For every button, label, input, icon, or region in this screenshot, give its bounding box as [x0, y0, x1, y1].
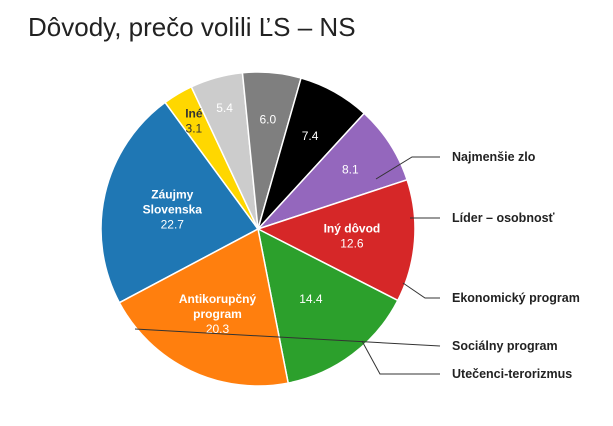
- callout-line: [361, 340, 440, 375]
- pie-slices: [100, 71, 416, 387]
- slice-name-label: Slovenska: [143, 202, 203, 216]
- slice-value-label: 14.4: [299, 292, 323, 306]
- callout-line: [375, 156, 440, 180]
- slice-value-label: 5.4: [216, 101, 233, 115]
- slice-value-label: 6.0: [259, 113, 276, 127]
- slice-name-label: program: [193, 307, 242, 321]
- slice-value-label: 3.1: [186, 122, 203, 136]
- callout-line: [402, 282, 440, 299]
- pie-slice-iny-dovod: [256, 178, 416, 302]
- callout-label-socialny-program: Sociálny program: [452, 339, 558, 353]
- slice-value-label: 22.7: [161, 217, 185, 231]
- callout-label-najmensie-zlo: Najmenšie zlo: [452, 150, 536, 164]
- slice-value-label: 7.4: [302, 129, 319, 143]
- pie-slice-zaujmy-slovenska: [100, 101, 260, 304]
- slice-name-label: Iný dôvod: [324, 222, 381, 236]
- callout-label-lider-osobnost: Líder – osobnosť: [452, 211, 555, 225]
- chart-title: Dôvody, prečo volili ĽS – NS: [28, 12, 356, 42]
- pie-callouts: Najmenšie zlo Líder – osobnosť Ekonomický …: [134, 150, 580, 381]
- slice-name-label: Záujmy: [151, 187, 193, 201]
- slice-name-label: Antikorupčný: [179, 292, 257, 306]
- callout-label-ekonomicky-program: Ekonomický program: [452, 291, 580, 305]
- slice-value-label: 20.3: [206, 322, 230, 336]
- slice-name-label: Iné: [185, 107, 203, 121]
- slice-value-label: 12.6: [340, 237, 364, 251]
- pie-slice-socialny-program: [256, 227, 399, 384]
- slice-value-label: 8.1: [342, 162, 359, 176]
- pie-slice-antikorupcny-program: [118, 227, 290, 387]
- callout-label-utecenci-terorizmus: Utečenci-terorizmus: [452, 367, 572, 381]
- callout-line: [134, 328, 441, 347]
